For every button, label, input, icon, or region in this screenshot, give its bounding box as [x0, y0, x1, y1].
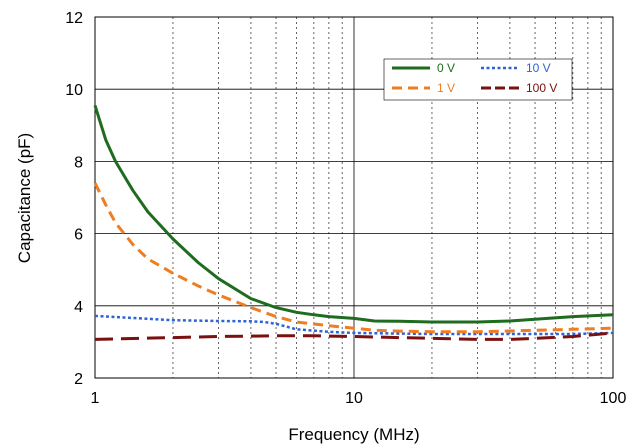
- series-line-100v: [94, 331, 614, 341]
- legend-label: 1 V: [437, 81, 455, 95]
- legend-box: [383, 58, 573, 101]
- x-axis-title: Frequency (MHz): [288, 425, 419, 444]
- y-tick-label: 2: [74, 371, 83, 388]
- y-axis-title: Capacitance (pF): [15, 133, 34, 263]
- series-line-10v: [94, 314, 614, 336]
- y-tick-label: 6: [74, 227, 83, 244]
- x-tick-label: 1: [91, 390, 100, 407]
- x-tick-label: 10: [345, 390, 363, 407]
- series-lines: [93, 104, 614, 341]
- y-tick-label: 12: [65, 10, 83, 27]
- y-tick-label: 10: [65, 82, 83, 99]
- y-tick-labels: 2 4 6 8 10 12: [65, 10, 83, 388]
- legend-label: 10 V: [526, 61, 551, 75]
- y-tick-label: 8: [74, 154, 83, 171]
- x-tick-labels: 1 10 100: [91, 390, 627, 407]
- legend-label: 0 V: [437, 61, 455, 75]
- legend: 0 V 10 V 1 V 100 V: [383, 58, 573, 101]
- plot-frame: [94, 16, 614, 379]
- legend-label: 100 V: [526, 81, 557, 95]
- series-line-1v: [93, 182, 614, 334]
- x-tick-label: 100: [600, 390, 627, 407]
- series-line-0v: [93, 104, 614, 324]
- y-tick-label: 4: [74, 299, 83, 316]
